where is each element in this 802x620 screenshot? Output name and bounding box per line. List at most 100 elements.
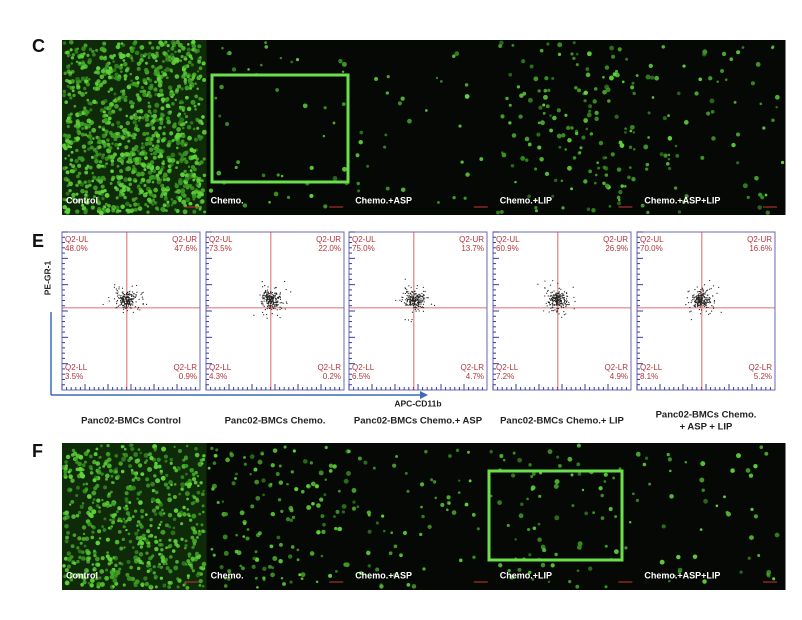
cell [98, 466, 102, 470]
event-dot [276, 303, 278, 305]
cell [162, 131, 166, 136]
cell [628, 145, 633, 150]
cell [77, 536, 82, 541]
cell [81, 46, 86, 52]
event-dot [411, 302, 414, 305]
cell [118, 561, 122, 565]
cell [105, 477, 108, 481]
cell [153, 87, 158, 92]
cell [184, 491, 190, 497]
cell [92, 52, 96, 57]
event-dot [565, 301, 568, 303]
cell [105, 208, 111, 214]
cell [468, 479, 472, 483]
event-dot [417, 308, 419, 310]
cell [122, 89, 126, 93]
cell [167, 497, 173, 503]
cell [163, 482, 168, 487]
cell [260, 63, 263, 67]
cell [165, 473, 169, 477]
cell [98, 576, 102, 580]
cell [181, 101, 184, 104]
event-dot [701, 287, 703, 289]
event-dot [709, 297, 711, 300]
cell [160, 558, 166, 564]
quadrant-value: 47.6% [174, 244, 197, 253]
cell [270, 511, 276, 517]
event-dot [563, 311, 565, 313]
cell [73, 104, 77, 108]
cell [667, 114, 670, 117]
event-dot [262, 295, 264, 297]
cell [117, 506, 122, 511]
event-dot [709, 279, 711, 282]
cell [84, 184, 89, 189]
cell [132, 120, 137, 125]
cell [147, 56, 151, 60]
event-dot [557, 292, 559, 294]
cell [572, 156, 577, 160]
quadrant-value: 3.5% [65, 372, 83, 381]
event-dot [421, 300, 423, 302]
event-dot [419, 299, 421, 301]
event-dot [711, 305, 713, 307]
cell [133, 40, 138, 45]
cell [196, 178, 201, 184]
plot-caption: Panc02-BMCs Control [81, 416, 181, 427]
cell [153, 474, 157, 478]
event-dot [422, 310, 425, 312]
event-dot [264, 285, 266, 287]
cell [372, 466, 376, 470]
cell [159, 42, 165, 47]
cell [753, 514, 759, 519]
cell [446, 508, 449, 512]
cell [189, 84, 192, 87]
cell [341, 61, 347, 67]
cell [160, 475, 166, 481]
cell [93, 572, 97, 576]
cell [226, 51, 230, 56]
cell [155, 45, 161, 50]
cell [144, 203, 148, 207]
cell [134, 531, 139, 536]
cell [96, 145, 101, 150]
cell [121, 456, 126, 462]
event-dot [704, 303, 706, 305]
cell [715, 504, 719, 508]
cell [102, 528, 107, 532]
cell [669, 469, 672, 473]
cell [359, 130, 364, 135]
quadrant-value: 60.9% [496, 244, 519, 253]
event-dot [547, 289, 549, 292]
event-dot [422, 303, 425, 306]
cell [404, 471, 408, 475]
event-dot [554, 301, 556, 303]
cell [400, 187, 406, 192]
cell [139, 524, 144, 529]
event-dot [129, 301, 131, 304]
cell [98, 152, 102, 157]
event-dot [271, 299, 273, 302]
event-dot [266, 302, 268, 304]
cell [198, 205, 202, 210]
cell [84, 91, 88, 95]
cell [538, 105, 543, 110]
event-dot [707, 294, 709, 296]
cell [201, 561, 207, 567]
cell [675, 153, 680, 158]
cell [125, 167, 130, 172]
cell [173, 565, 179, 571]
cell [75, 574, 79, 578]
event-dot [119, 297, 121, 299]
event-dot [134, 306, 136, 308]
cell [70, 544, 75, 549]
event-dot [272, 297, 275, 299]
cell [168, 538, 172, 542]
event-dot [415, 297, 418, 299]
event-dot [123, 301, 126, 303]
event-dot [263, 300, 265, 302]
event-dot [121, 301, 123, 303]
cell [241, 566, 245, 571]
cell [93, 185, 98, 191]
cell [570, 473, 574, 477]
